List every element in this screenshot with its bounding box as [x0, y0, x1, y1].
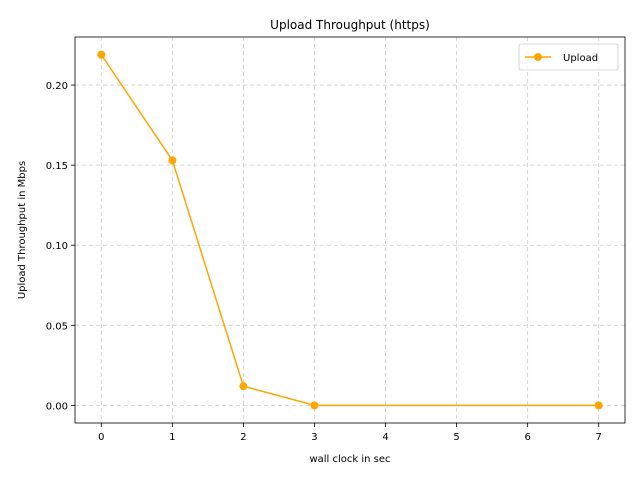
y-tick-label: 0.05	[46, 321, 68, 332]
data-point	[239, 382, 248, 391]
y-axis-label: Upload Throughput in Mbps	[17, 161, 28, 299]
x-tick-label: 7	[596, 432, 602, 443]
data-point	[97, 50, 106, 59]
data-point	[310, 401, 319, 410]
x-axis-ticks: 0 1 2 3 4 5 6 7	[98, 423, 602, 443]
series-layer	[97, 50, 603, 410]
data-point	[594, 401, 603, 410]
x-axis-label: wall clock in sec	[309, 454, 390, 465]
legend-box	[518, 43, 619, 71]
x-tick-label: 2	[240, 432, 246, 443]
x-tick-label: 1	[169, 432, 175, 443]
legend-marker-swatch	[534, 53, 542, 61]
x-tick-label: 5	[453, 432, 459, 443]
x-tick-label: 3	[311, 432, 317, 443]
y-tick-label: 0.10	[46, 241, 68, 252]
data-point	[168, 156, 177, 165]
x-tick-label: 6	[524, 432, 530, 443]
y-tick-label: 0.00	[46, 401, 68, 412]
y-tick-label: 0.20	[46, 81, 68, 92]
legend: Upload	[518, 43, 619, 71]
x-tick-label: 0	[98, 432, 104, 443]
plot-area-frame	[74, 36, 626, 424]
y-axis-ticks: 0.00 0.05 0.10 0.15 0.20	[46, 81, 75, 412]
x-tick-label: 4	[382, 432, 388, 443]
legend-label: Upload	[563, 53, 598, 64]
chart-title: Upload Throughput (https)	[270, 18, 430, 32]
y-tick-label: 0.15	[46, 161, 68, 172]
